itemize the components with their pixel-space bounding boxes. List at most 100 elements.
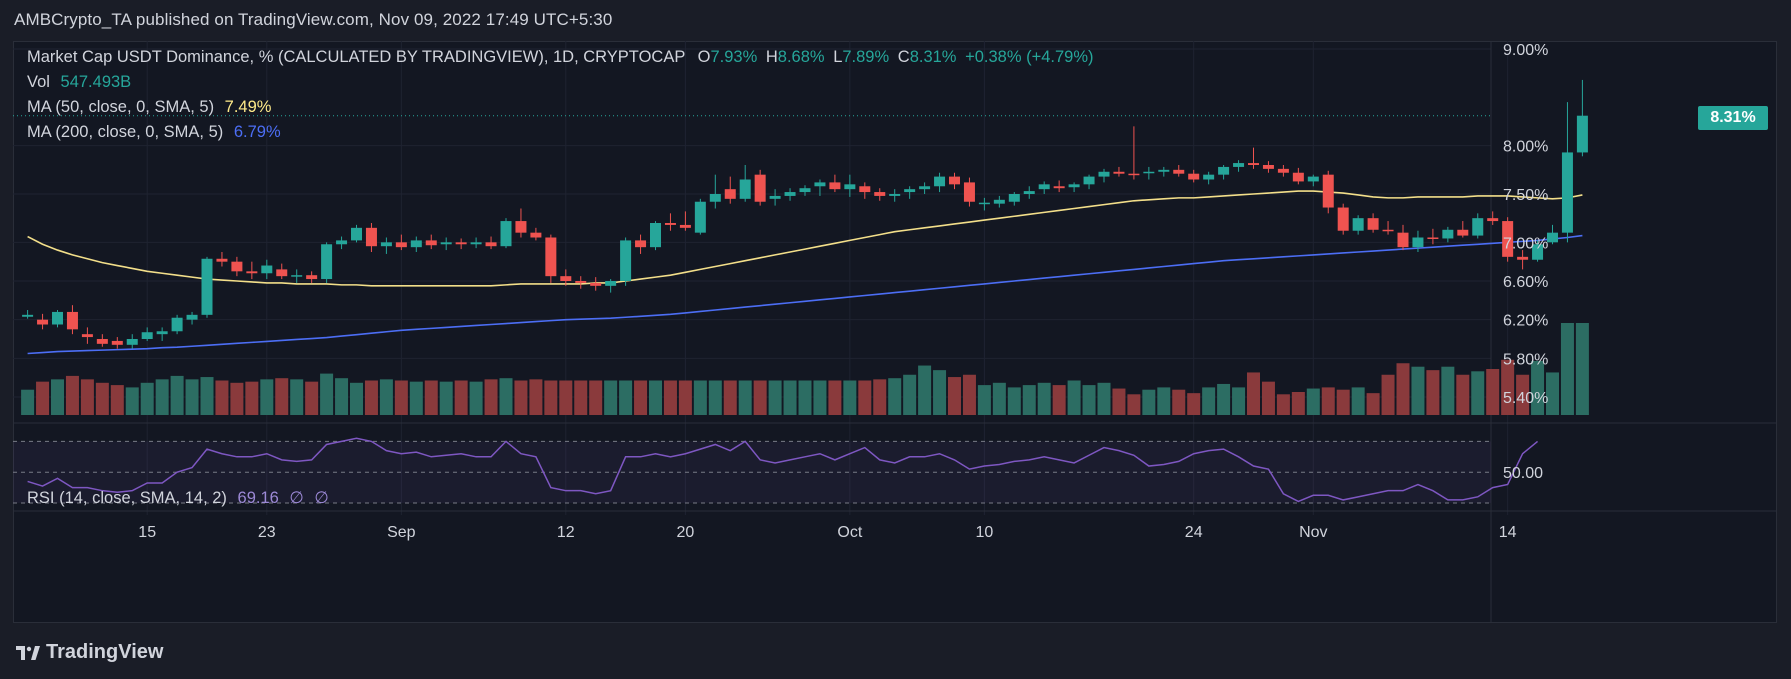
candle-body (1337, 207, 1349, 231)
ma50-label: MA (50, close, 0, SMA, 5) (27, 98, 215, 116)
volume-bar (454, 380, 468, 415)
volume-bar (559, 380, 573, 415)
candle-body (500, 221, 512, 247)
candle-body (1472, 218, 1484, 236)
volume-bar (858, 380, 872, 415)
volume-bar (619, 380, 633, 415)
candle-body (96, 339, 108, 344)
volume-bar (305, 381, 319, 415)
volume-bar (394, 380, 408, 415)
candle-body (425, 240, 437, 246)
volume-bar (693, 380, 707, 415)
volume-bar (499, 378, 513, 415)
y-axis-tick-label: 5.40% (1503, 390, 1548, 407)
close-value: 8.31% (909, 48, 957, 66)
footer-brand[interactable]: TradingView (16, 641, 163, 664)
volume-bar (1531, 360, 1545, 415)
candle-body (141, 332, 153, 339)
ma200-label: MA (200, close, 0, SMA, 5) (27, 123, 224, 141)
volume-bar (663, 380, 677, 415)
volume-bar (1456, 374, 1470, 415)
candle-body (754, 174, 766, 202)
close-label: C (897, 48, 910, 66)
low-label: L (833, 48, 843, 66)
candle-body (545, 237, 557, 277)
candle-body (52, 311, 63, 325)
volume-bar (155, 379, 169, 415)
volume-bar (1516, 374, 1530, 415)
candle-body (1576, 115, 1588, 153)
legend-ma50-row: MA (50, close, 0, SMA, 5) 7.49% (27, 98, 271, 117)
candle-body (22, 314, 34, 317)
candle-body (829, 182, 841, 190)
volume-bar (230, 382, 244, 415)
volume-bar (95, 382, 109, 415)
x-axis-tick-label: 23 (258, 524, 276, 541)
volume-bar (379, 379, 393, 415)
legend-ma200-row: MA (200, close, 0, SMA, 5) 6.79% (27, 123, 281, 142)
candle-body (380, 242, 392, 247)
volume-bar (36, 381, 50, 415)
candle-body (1143, 171, 1155, 174)
volume-bar (290, 379, 304, 415)
candle-body (455, 242, 467, 245)
candle-body (1367, 218, 1379, 230)
candle-body (1561, 152, 1573, 233)
volume-bar (962, 374, 976, 415)
volume-bar (1560, 323, 1574, 415)
volume-bar (1067, 380, 1081, 415)
volume-bar (544, 380, 558, 415)
volume-bar (1187, 393, 1201, 415)
candle-body (963, 182, 975, 202)
volume-bar (1321, 387, 1335, 415)
rsi-value: 69.16 (237, 489, 279, 507)
volume-bar (1127, 394, 1141, 415)
candle-body (605, 281, 617, 286)
volume-bar (439, 381, 453, 415)
x-axis-tick-label: 20 (677, 524, 695, 541)
volume-bar (125, 387, 139, 415)
candle-body (306, 275, 318, 280)
ma50-line (27, 190, 1583, 287)
chart-frame (13, 41, 1777, 623)
candle-body (216, 258, 228, 262)
volume-bar (1471, 371, 1485, 415)
volume-bar (589, 380, 603, 415)
volume-bar (1441, 366, 1455, 415)
candle-body (709, 194, 721, 202)
volume-bar (798, 380, 812, 415)
volume-bar (1306, 388, 1320, 415)
ma200-line (27, 234, 1583, 355)
x-axis-tick-label: Oct (837, 524, 862, 541)
x-axis-tick-label: 12 (557, 524, 575, 541)
price-chart[interactable]: 9.00% 8.00% 7.50% 7.00% 6.60% 6.20% 5.80% 5.40%… (13, 41, 1777, 623)
candle-body (1128, 173, 1140, 176)
open-label: O (697, 48, 711, 66)
candle-body (949, 176, 960, 185)
candle-body (485, 242, 497, 247)
candle-body (784, 192, 796, 196)
candle-body (530, 232, 542, 238)
x-axis-tick-label: 10 (976, 524, 994, 541)
volume-bar (933, 370, 947, 415)
high-value: 8.68% (777, 48, 825, 66)
volume-bar (1426, 370, 1440, 415)
volume-bar (813, 380, 827, 415)
volume-bar (1022, 385, 1036, 415)
x-axis-tick-label: Nov (1299, 524, 1327, 541)
candle-body (1173, 169, 1185, 174)
volume-bar (170, 375, 184, 415)
candle-body (1023, 191, 1035, 194)
volume-bar (604, 380, 618, 415)
volume-bar (768, 380, 782, 415)
volume-bar (678, 380, 692, 415)
volume-bar (1411, 366, 1425, 415)
candle-body (1307, 176, 1319, 182)
volume-bar (1172, 389, 1186, 415)
volume-bar (200, 377, 214, 415)
volume-bar (843, 380, 857, 415)
candle-body (66, 311, 78, 330)
candle-body (620, 240, 632, 281)
volume-bar (1381, 374, 1395, 415)
candle-body (859, 186, 871, 193)
